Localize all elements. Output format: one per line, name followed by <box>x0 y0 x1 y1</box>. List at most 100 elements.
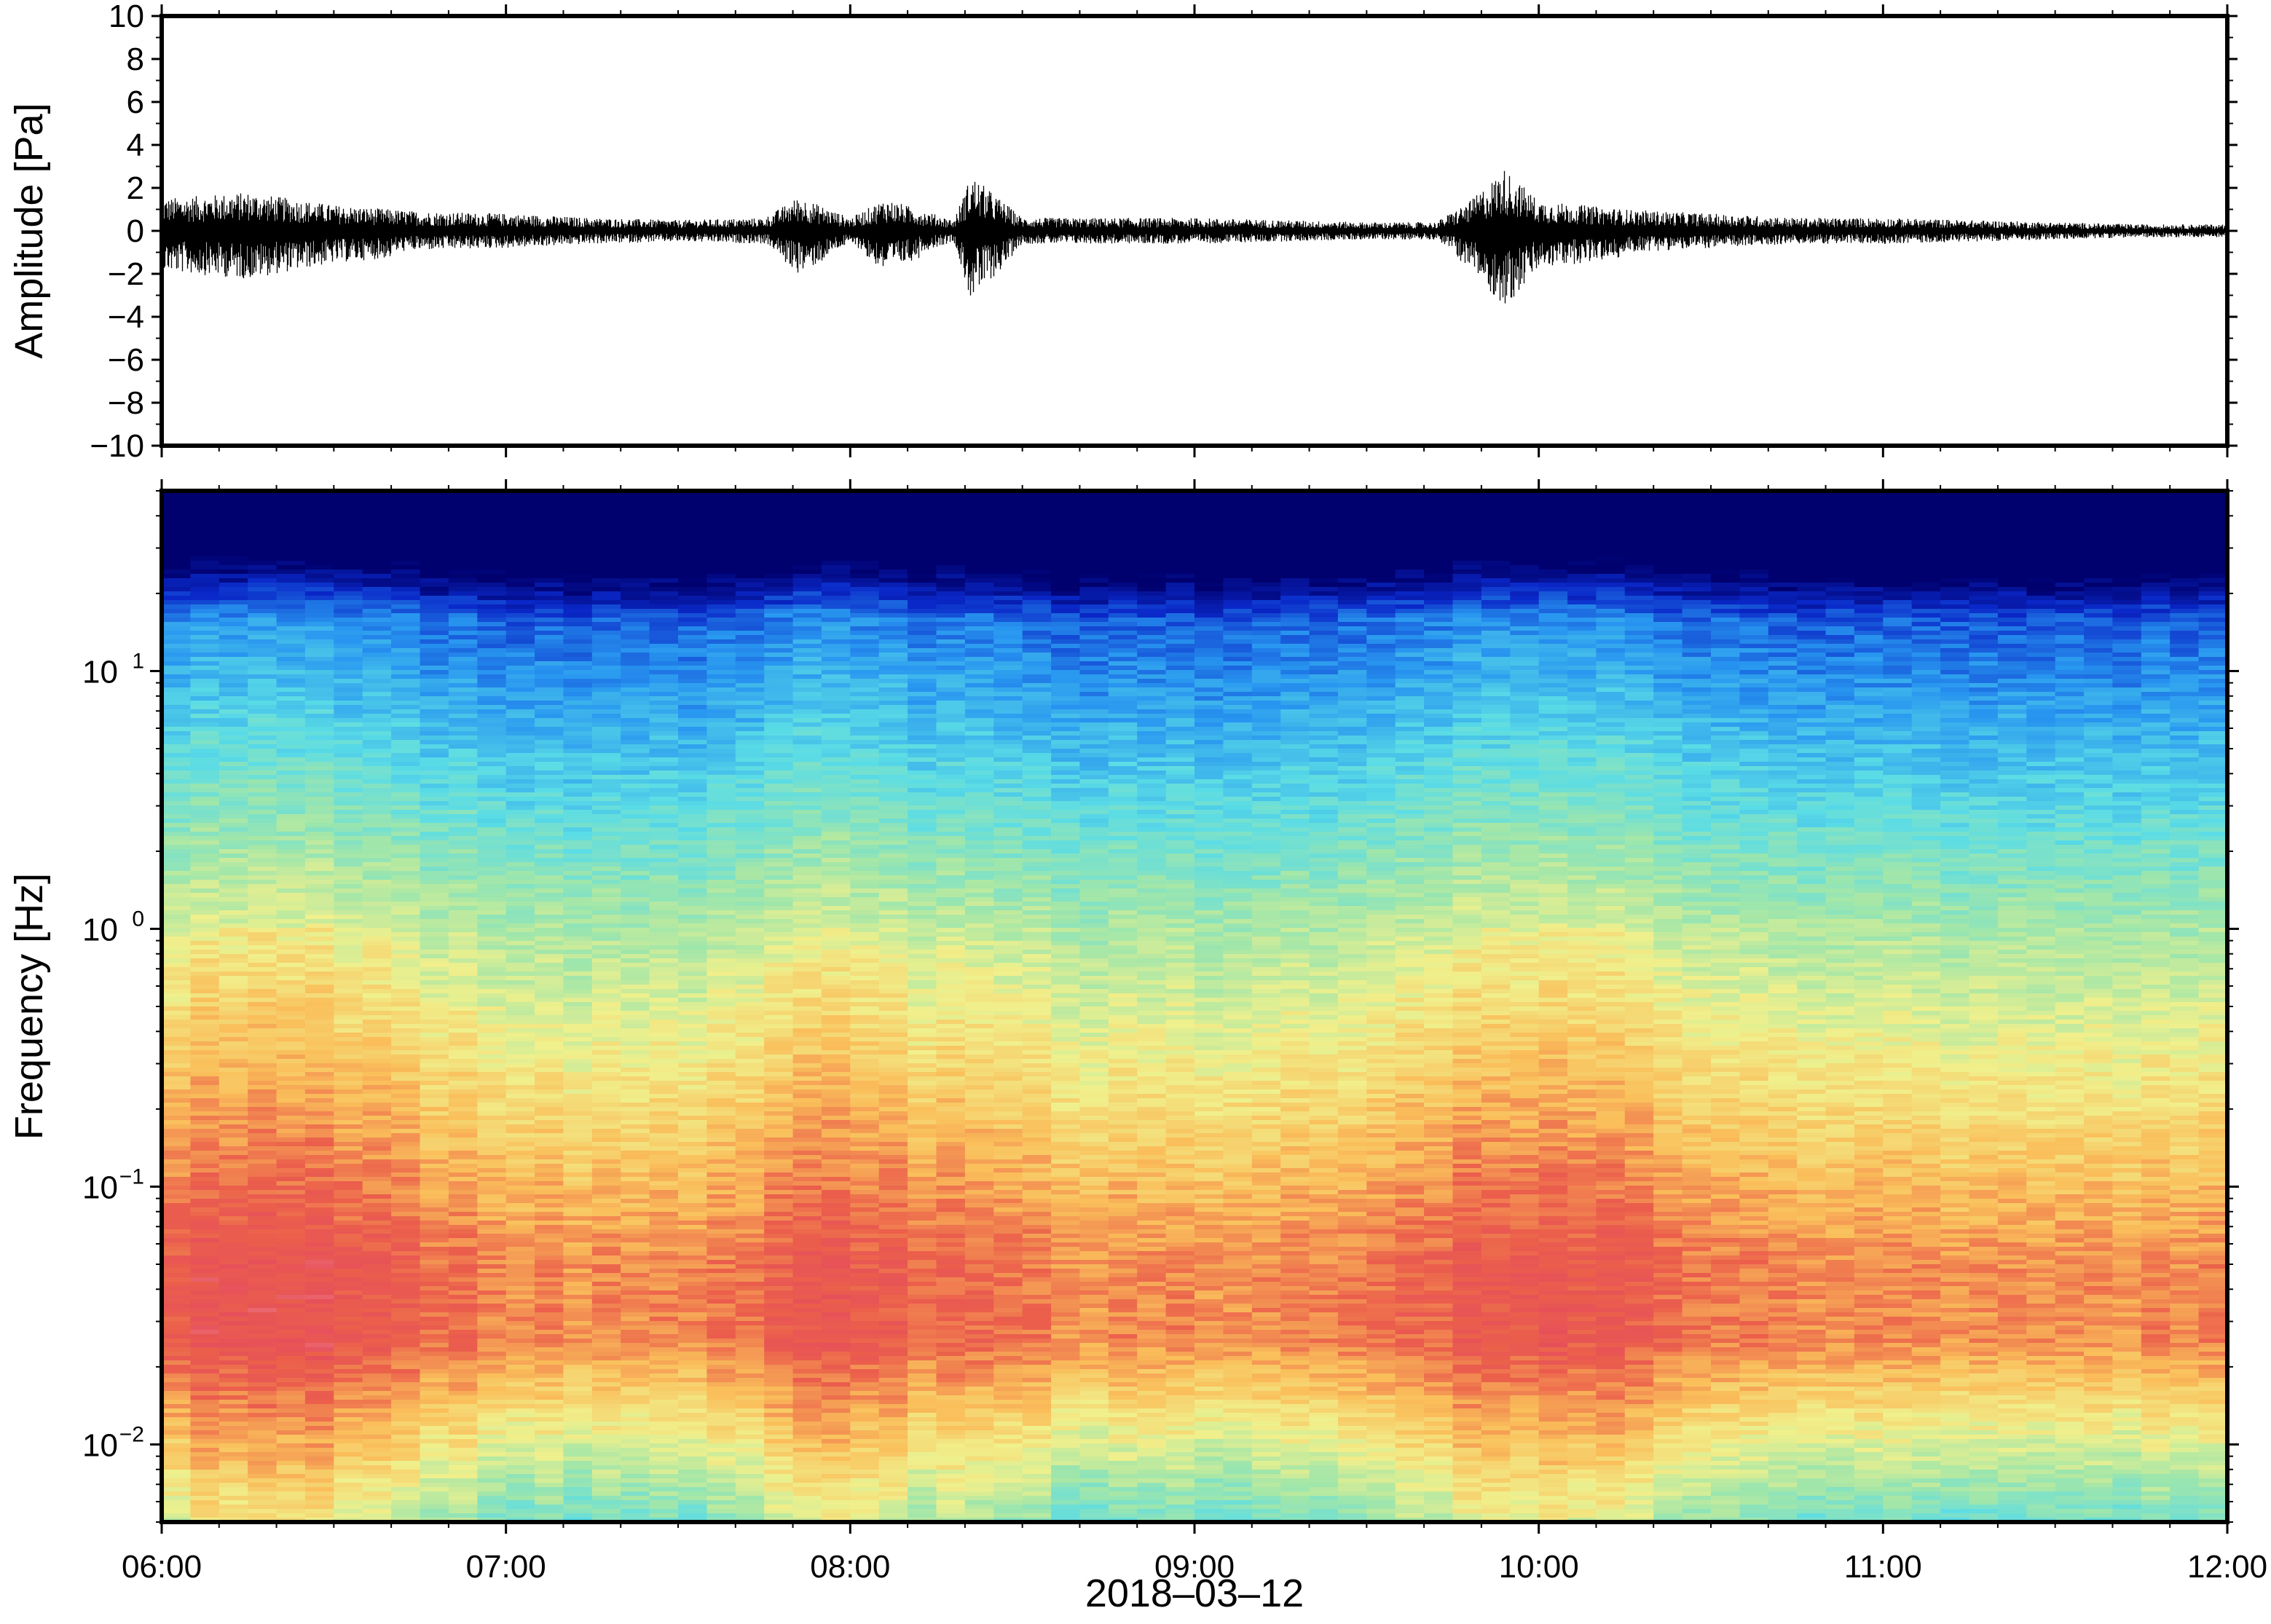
heatmap-cell <box>591 687 621 693</box>
heatmap-cell <box>219 1081 248 1086</box>
heatmap-cell <box>448 1138 479 1143</box>
heatmap-cell <box>248 954 278 959</box>
heatmap-cell <box>621 1321 650 1326</box>
heatmap-cell <box>362 884 392 889</box>
heatmap-cell <box>591 923 621 929</box>
heatmap-cell <box>563 753 593 758</box>
heatmap-cell <box>621 941 650 946</box>
heatmap-cell <box>276 1063 306 1068</box>
heatmap-cell <box>735 805 765 811</box>
heatmap-cell <box>563 1443 593 1448</box>
heatmap-cell <box>591 740 621 745</box>
heatmap-cell <box>621 1072 650 1077</box>
heatmap-cell <box>563 1238 593 1243</box>
heatmap-cell <box>678 1474 708 1479</box>
heatmap-cell <box>276 736 306 741</box>
heatmap-cell <box>276 954 306 959</box>
heatmap-cell <box>391 1181 421 1186</box>
heatmap-cell <box>276 1098 306 1103</box>
heatmap-cell <box>190 674 220 679</box>
heatmap-cell <box>304 709 335 714</box>
heatmap-cell <box>621 495 650 500</box>
heatmap-cell <box>563 884 593 889</box>
heatmap-cell <box>563 1347 593 1352</box>
heatmap-cell <box>505 679 535 684</box>
heatmap-cell <box>334 753 363 758</box>
heatmap-cell <box>162 587 192 592</box>
heatmap-cell <box>162 766 192 771</box>
heatmap-cell <box>162 1500 192 1505</box>
heatmap-cell <box>391 1033 421 1038</box>
heatmap-cell <box>162 971 192 977</box>
heatmap-cell <box>362 915 392 920</box>
heatmap-cell <box>420 513 449 518</box>
heatmap-cell <box>707 1251 736 1256</box>
heatmap-cell <box>276 692 306 697</box>
heatmap-cell <box>621 1094 650 1099</box>
heatmap-cell <box>448 1068 479 1073</box>
heatmap-cell <box>190 1041 220 1046</box>
heatmap-cell <box>621 653 650 658</box>
heatmap-cell <box>621 1334 650 1339</box>
heatmap-cell <box>591 845 621 850</box>
heatmap-cell <box>362 1133 392 1138</box>
heatmap-cell <box>477 1037 507 1042</box>
heatmap-cell <box>735 618 765 623</box>
heatmap-cell <box>535 1308 564 1313</box>
heatmap-cell <box>505 1378 535 1383</box>
heatmap-cell <box>621 1103 650 1108</box>
heatmap-cell <box>362 517 392 522</box>
heatmap-cell <box>304 1282 335 1287</box>
heatmap-cell <box>563 701 593 706</box>
heatmap-cell <box>162 1186 192 1191</box>
heatmap-cell <box>190 1277 220 1282</box>
heatmap-cell <box>621 854 650 859</box>
heatmap-cell <box>535 709 564 714</box>
heatmap-cell <box>707 1138 736 1143</box>
heatmap-cell <box>162 1465 192 1470</box>
heatmap-cell <box>621 1330 650 1335</box>
heatmap-cell <box>304 1203 335 1208</box>
heatmap-cell <box>162 1002 192 1007</box>
heatmap-cell <box>362 1116 392 1121</box>
heatmap-cell <box>591 1212 621 1217</box>
heatmap-cell <box>162 753 192 758</box>
heatmap-cell <box>505 1448 535 1453</box>
heatmap-cell <box>563 1068 593 1073</box>
heatmap-cell <box>162 639 192 645</box>
heatmap-cell <box>505 1229 535 1234</box>
heatmap-cell <box>678 897 708 902</box>
heatmap-cell <box>190 1260 220 1265</box>
heatmap-cell <box>678 565 708 570</box>
heatmap-cell <box>334 744 363 749</box>
heatmap-cell <box>707 591 736 596</box>
heatmap-cell <box>477 1439 507 1444</box>
heatmap-cell <box>391 1072 421 1077</box>
heatmap-cell <box>649 810 679 815</box>
heatmap-cell <box>505 788 535 793</box>
heatmap-cell <box>505 548 535 553</box>
heatmap-cell <box>735 836 765 841</box>
heatmap-cell <box>248 932 278 937</box>
heatmap-cell <box>448 836 479 841</box>
heatmap-cell <box>362 1098 392 1103</box>
heatmap-cell <box>219 819 248 824</box>
heatmap-cell <box>735 1085 765 1090</box>
heatmap-cell <box>448 539 479 544</box>
heatmap-cell <box>563 1037 593 1042</box>
heatmap-cell <box>535 1325 564 1331</box>
heatmap-cell <box>448 1116 479 1121</box>
heatmap-cell <box>334 705 363 710</box>
heatmap-cell <box>190 1055 220 1060</box>
heatmap-cell <box>276 1072 306 1077</box>
heatmap-cell <box>362 1487 392 1492</box>
heatmap-cell <box>535 508 564 513</box>
heatmap-cell <box>535 1011 564 1016</box>
heatmap-cell <box>707 1194 736 1199</box>
heatmap-cell <box>276 1304 306 1309</box>
heatmap-cell <box>535 692 564 697</box>
heatmap-cell <box>219 1395 248 1400</box>
heatmap-cell <box>591 578 621 583</box>
heatmap-cell <box>162 670 192 675</box>
heatmap-cell <box>591 491 621 496</box>
